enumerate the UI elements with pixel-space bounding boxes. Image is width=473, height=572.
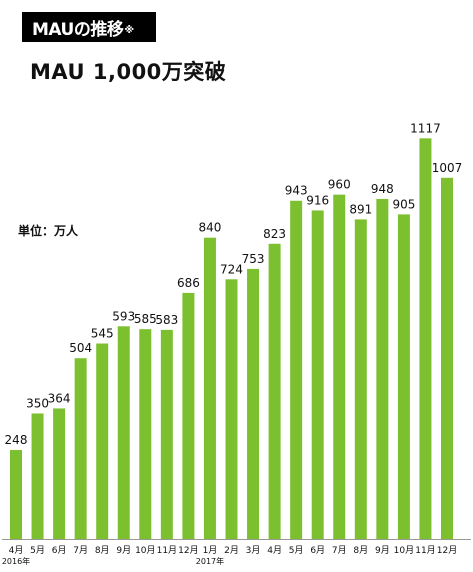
bar-7 [160, 329, 173, 539]
x-tick-label-13: 5月 [289, 545, 304, 556]
bar-5 [117, 326, 130, 539]
x-tick-label-17: 9月 [375, 545, 390, 556]
bar-15 [333, 194, 346, 539]
x-tick-label-10: 2月 [224, 545, 239, 556]
year-label-0: 2016年 [2, 556, 30, 566]
value-label-0: 248 [5, 433, 28, 447]
x-tick-label-15: 7月 [332, 545, 347, 556]
bar-17 [376, 198, 389, 539]
bar-10 [225, 279, 238, 539]
x-tick-label-9: 1月 [203, 545, 218, 556]
value-label-11: 753 [242, 252, 265, 266]
x-tick-label-20: 12月 [437, 545, 457, 556]
bar-11 [247, 268, 260, 539]
value-label-20: 1007 [432, 161, 463, 175]
value-label-5: 593 [112, 309, 135, 323]
bar-14 [311, 210, 324, 540]
x-tick-label-8: 12月 [178, 545, 198, 556]
value-label-2: 364 [48, 391, 71, 405]
value-label-14: 916 [306, 193, 329, 207]
year-label-1: 2017年 [196, 556, 224, 566]
value-label-4: 545 [91, 327, 114, 341]
x-tick-label-7: 11月 [157, 545, 177, 556]
value-label-17: 948 [371, 182, 394, 196]
x-axis-labels: 4月 5月 6月 7月 8月 9月 10月 11月 12月 1月 2月 3月 4月 5月 6月 7月 8月 9月 1… [2, 545, 457, 566]
bar-16 [354, 219, 367, 539]
x-tick-label-3: 7月 [73, 545, 88, 556]
bar-4 [96, 343, 109, 539]
bar-20 [441, 177, 453, 539]
value-label-15: 960 [328, 178, 351, 192]
value-label-7: 583 [155, 313, 178, 327]
x-tick-label-5: 9月 [116, 545, 131, 556]
bar-3 [74, 358, 87, 539]
value-label-1: 350 [26, 396, 49, 410]
x-tick-label-0: 4月 [9, 545, 24, 556]
x-tick-label-4: 8月 [95, 545, 110, 556]
chart-title-note: ※ [124, 24, 135, 36]
value-label-13: 943 [285, 184, 308, 198]
value-label-12: 823 [263, 227, 286, 241]
bar-6 [139, 329, 152, 539]
bar-9 [203, 237, 216, 539]
value-label-10: 724 [220, 262, 243, 276]
x-tick-label-1: 5月 [30, 545, 45, 556]
value-label-8: 686 [177, 276, 200, 290]
chart-subtitle: MAU 1,000万突破 [30, 60, 227, 84]
x-tick-label-11: 3月 [246, 545, 261, 556]
bar-19 [419, 138, 432, 539]
value-label-6: 585 [134, 312, 157, 326]
x-tick-label-19: 11月 [415, 545, 435, 556]
chart-title-box: MAUの推移 ※ [22, 12, 156, 42]
bar-8 [182, 292, 195, 539]
x-tick-label-12: 4月 [267, 545, 282, 556]
value-label-9: 840 [198, 221, 221, 235]
x-tick-label-16: 8月 [353, 545, 368, 556]
bar-1 [31, 413, 44, 539]
bar-12 [268, 243, 281, 539]
value-label-16: 891 [349, 202, 372, 216]
x-tick-label-14: 6月 [310, 545, 325, 556]
unit-label: 単位：万人 [18, 224, 79, 238]
bar-0 [10, 450, 22, 539]
x-tick-label-6: 10月 [135, 545, 155, 556]
x-tick-label-2: 6月 [52, 545, 67, 556]
bar-13 [290, 200, 303, 539]
value-label-19: 1117 [410, 121, 441, 135]
chart-title: MAUの推移 [32, 19, 124, 40]
bar-2 [53, 408, 66, 539]
value-label-3: 504 [69, 341, 92, 355]
x-tick-label-18: 10月 [394, 545, 414, 556]
bar-18 [397, 214, 410, 539]
value-label-18: 905 [392, 197, 415, 211]
